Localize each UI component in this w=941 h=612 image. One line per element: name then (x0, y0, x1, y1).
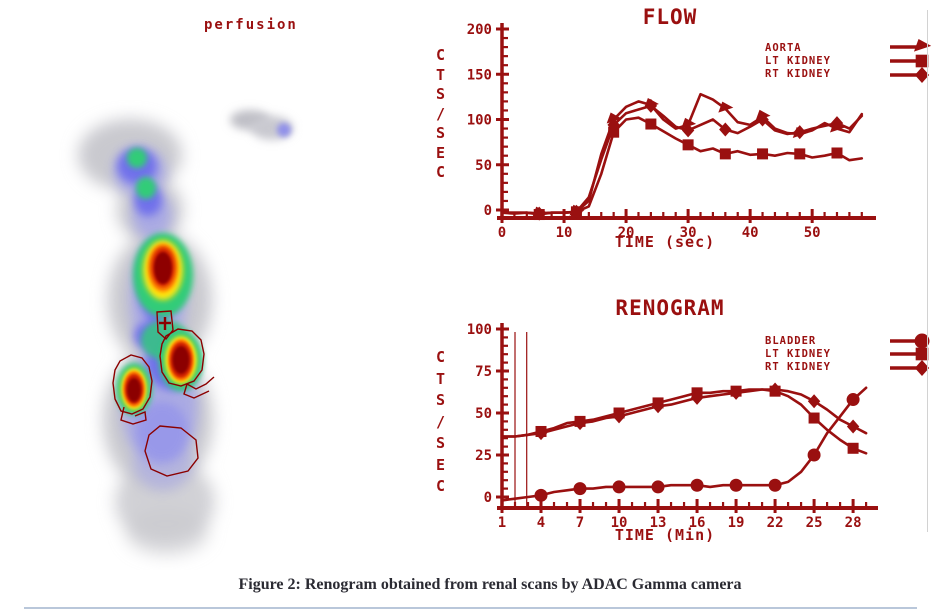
left-bracket-roi (120, 406, 147, 425)
renogram-legend-bladder: BLADDER (765, 335, 817, 347)
flow-xtick-label: 0 (498, 225, 506, 241)
perfusion-panel-title: perfusion (204, 17, 298, 33)
renogram-series-lt-kidney (500, 388, 868, 455)
renogram-xtick-label: 10 (611, 515, 628, 531)
renogram-chart-svg: 0 25 50 75 100 1 4 7 10 13 16 19 22 25 28 (467, 322, 930, 531)
left-kidney-roi (112, 354, 153, 415)
flow-legend: AORTA LT KIDNEY RT KIDNEY (765, 42, 831, 81)
renogram-legend: BLADDER LT KIDNEY RT KIDNEY (765, 335, 831, 374)
scan-right-kidney-hotspot (159, 331, 203, 391)
renogram-ytick-label: 25 (475, 448, 492, 464)
scan-small-blob (230, 110, 293, 140)
figure-caption: Figure 2: Renogram obtained from renal s… (238, 576, 742, 593)
flow-ytick-label: 100 (467, 113, 492, 129)
flow-xtick-label: 30 (680, 225, 697, 241)
flow-xtick-label: 10 (556, 225, 573, 241)
flow-xtick-label: 40 (742, 225, 759, 241)
flow-x-axis-label: TIME (sec) (614, 233, 716, 251)
bottom-divider-line (24, 607, 917, 609)
right-kidney-roi (159, 328, 205, 387)
flow-legend-rt-kidney: RT KIDNEY (765, 68, 831, 80)
renogram-xtick-label: 7 (576, 515, 584, 531)
renogram-ytick-label: 100 (467, 322, 492, 338)
flow-legend-lt-kidney: LT KIDNEY (765, 55, 831, 67)
renogram-series-bladder (500, 386, 868, 502)
renogram-markers-bladder (534, 393, 860, 502)
renogram-legend-rt-kidney: RT KIDNEY (765, 361, 831, 373)
renogram-xtick-label: 19 (728, 515, 745, 531)
flow-legend-aorta: AORTA (765, 42, 802, 54)
renogram-xtick-label: 25 (806, 515, 823, 531)
renogram-xtick-label: 4 (537, 515, 545, 531)
perfusion-scan-image (78, 110, 293, 556)
flow-markers-rt-kidney (533, 98, 844, 221)
flow-ytick-label: 150 (467, 67, 492, 83)
flow-chart-svg: 0 50 100 150 200 0 10 20 30 40 50 (467, 22, 932, 241)
flow-legend-markers (890, 38, 932, 84)
renogram-xtick-label: 1 (498, 515, 506, 531)
flow-ytick-label: 0 (484, 203, 492, 219)
renogram-markers-rt-kidney (534, 382, 860, 441)
renogram-xtick-label: 22 (767, 515, 784, 531)
bladder-roi (144, 425, 199, 477)
renogram-ytick-label: 50 (475, 406, 492, 422)
renogram-xtick-label: 16 (689, 515, 706, 531)
renogram-legend-lt-kidney: LT KIDNEY (765, 348, 831, 360)
flow-chart-title: FLOW (642, 5, 698, 29)
right-bracket-roi (183, 376, 215, 399)
renogram-series-rt-kidney (500, 388, 868, 438)
renogram-xtick-label: 28 (845, 515, 862, 531)
flow-xtick-label: 20 (618, 225, 635, 241)
renogram-x-axis-label: TIME (Min) (614, 526, 716, 544)
renogram-axes (496, 323, 878, 513)
flow-y-axis-label: C T S / S E C (436, 46, 446, 181)
renogram-legend-markers (890, 333, 930, 377)
flow-axes (496, 23, 876, 223)
scan-roi-outlines (112, 310, 215, 477)
scan-left-kidney-hotspot (116, 363, 152, 415)
renogram-ytick-label: 75 (475, 364, 492, 380)
scan-central-hotspot (143, 240, 183, 300)
renogram-chart-title: RENOGRAM (615, 296, 725, 320)
renogram-xtick-label: 13 (650, 515, 667, 531)
flow-series-aorta (500, 92, 864, 215)
flow-series-rt-kidney (500, 104, 864, 215)
renogram-ytick-label: 0 (484, 490, 492, 506)
right-border-line (927, 10, 928, 532)
flow-ytick-label: 200 (467, 22, 492, 38)
flow-ytick-label: 50 (475, 158, 492, 174)
renogram-y-axis-label: C T S / S E C (436, 348, 446, 495)
flow-xtick-label: 50 (804, 225, 821, 241)
